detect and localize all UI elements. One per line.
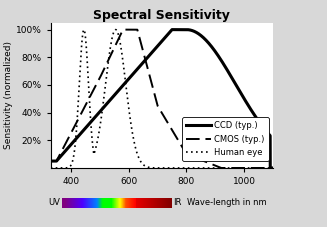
- Human eye: [157, 167, 161, 169]
- CMOS (typ.): [265, 167, 269, 169]
- Text: UV: UV: [49, 198, 60, 207]
- Line: CMOS (typ.): CMOS (typ.): [51, 30, 273, 168]
- Human eye: [265, 167, 269, 169]
- CMOS (typ.): [157, 107, 161, 109]
- Line: CCD (typ.): CCD (typ.): [51, 30, 273, 168]
- Human eye: [60, 167, 64, 169]
- CCD (typ.): [265, 130, 269, 133]
- CMOS (typ.): [271, 167, 275, 169]
- CMOS (typ.): [265, 167, 269, 169]
- Title: Spectral Sensitivity: Spectral Sensitivity: [94, 9, 230, 22]
- CCD (typ.): [170, 28, 174, 31]
- Text: Wave-length in nm: Wave-length in nm: [187, 198, 267, 207]
- Human eye: [265, 167, 268, 169]
- CMOS (typ.): [49, 160, 53, 163]
- CMOS (typ.): [121, 28, 125, 31]
- CCD (typ.): [224, 67, 228, 69]
- CMOS (typ.): [219, 167, 223, 169]
- Line: Human eye: Human eye: [51, 30, 273, 168]
- Y-axis label: Sensitivity (normalized): Sensitivity (normalized): [4, 41, 13, 149]
- CMOS (typ.): [151, 87, 155, 90]
- CCD (typ.): [268, 167, 272, 169]
- CCD (typ.): [271, 167, 275, 169]
- Human eye: [271, 167, 275, 169]
- CCD (typ.): [49, 160, 53, 163]
- CCD (typ.): [265, 130, 268, 133]
- CCD (typ.): [151, 50, 155, 53]
- Human eye: [224, 167, 228, 169]
- Legend: CCD (typ.), CMOS (typ.), Human eye: CCD (typ.), CMOS (typ.), Human eye: [182, 117, 269, 161]
- Human eye: [49, 167, 53, 169]
- Human eye: [151, 166, 155, 169]
- CMOS (typ.): [60, 149, 64, 152]
- CCD (typ.): [60, 153, 64, 156]
- CCD (typ.): [157, 43, 161, 46]
- CMOS (typ.): [224, 167, 228, 169]
- Human eye: [114, 28, 118, 31]
- Text: IR: IR: [174, 198, 182, 207]
